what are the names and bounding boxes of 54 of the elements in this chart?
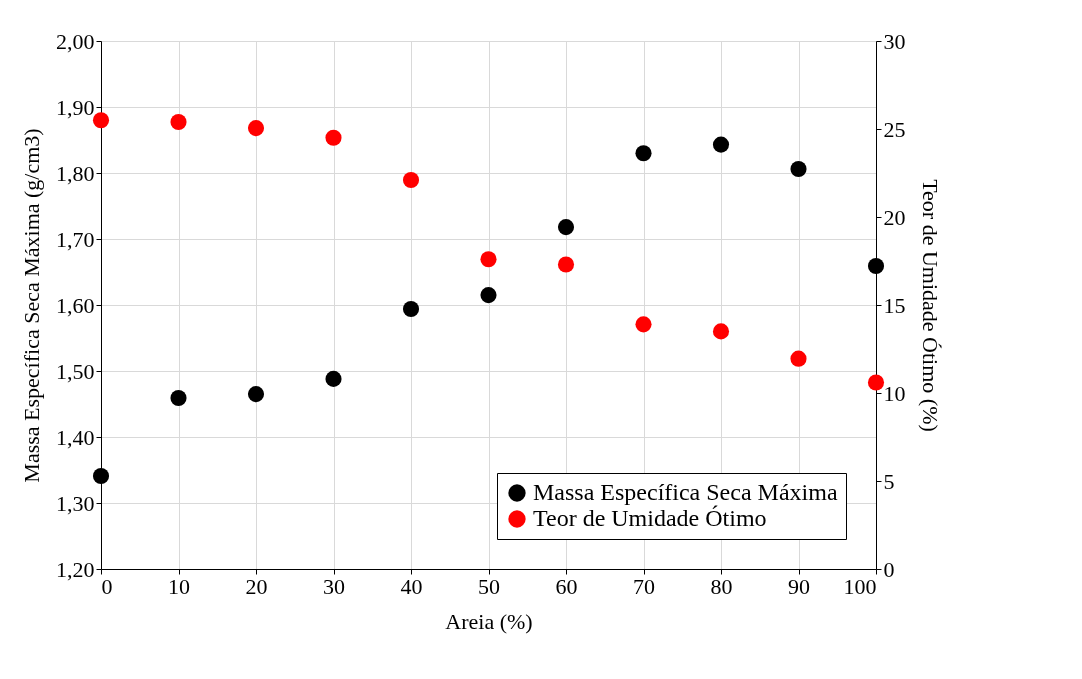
point: [170, 113, 187, 131]
point: [712, 323, 730, 340]
point: [480, 251, 497, 268]
point: [247, 386, 265, 403]
x-tick-label: 80: [710, 573, 733, 599]
y2-tick-label: 30: [883, 28, 906, 54]
x-tick-label: 50: [478, 573, 500, 599]
point: [867, 374, 885, 391]
point: [557, 219, 575, 236]
y-tick-label: 1,70: [56, 226, 95, 252]
y2-tick-label: 10: [883, 380, 906, 406]
point: [557, 256, 575, 273]
legend-label: Teor de Umidade Ótimo: [533, 505, 767, 531]
y-tick-label: 1,50: [56, 358, 95, 384]
point: [170, 390, 187, 407]
y-tick-label: 1,80: [56, 160, 95, 186]
y2-tick-label: 20: [883, 204, 906, 230]
x-tick-label: 70: [633, 573, 655, 599]
y-axis-title: Massa Específica Seca Máxima (g/cm3): [19, 128, 44, 483]
y2-tick-label: 0: [883, 556, 895, 582]
point: [480, 287, 497, 304]
x-axis-title: Areia (%): [445, 608, 533, 634]
x-tick-label: 30: [323, 573, 345, 599]
y-tick-label: 2,00: [56, 28, 95, 54]
x-tick-label: 10: [168, 573, 190, 599]
point: [402, 300, 420, 318]
point: [790, 350, 807, 367]
point: [325, 129, 342, 146]
point: [635, 145, 652, 162]
point: [402, 171, 420, 189]
point: [92, 112, 110, 129]
point: [867, 258, 885, 275]
point: [635, 316, 652, 333]
x-tick-label: 100: [843, 573, 877, 599]
y2-tick-label: 5: [883, 468, 895, 494]
x-tick-label: 90: [788, 573, 810, 599]
y-tick-label: 1,90: [56, 94, 95, 120]
legend-label: Massa Específica Seca Máxima: [533, 479, 838, 505]
y2-tick-label: 25: [883, 116, 906, 142]
point: [247, 120, 265, 137]
point: [712, 136, 730, 153]
point: [92, 467, 110, 484]
y-tick-label: 1,30: [56, 490, 95, 516]
y-tick-label: 1,60: [56, 292, 95, 318]
y-tick-label: 1,20: [56, 556, 95, 582]
x-tick-label: 20: [245, 573, 268, 599]
x-tick-label: 40: [400, 573, 423, 599]
point: [790, 160, 807, 178]
y2-tick-label: 15: [883, 292, 906, 318]
x-tick-label: 0: [101, 573, 113, 599]
point: [325, 370, 342, 387]
x-tick-label: 60: [555, 573, 578, 599]
y-tick-label: 1,40: [56, 424, 95, 450]
y2-axis-title: Teor de Umidade Ótimo (%): [917, 179, 943, 432]
